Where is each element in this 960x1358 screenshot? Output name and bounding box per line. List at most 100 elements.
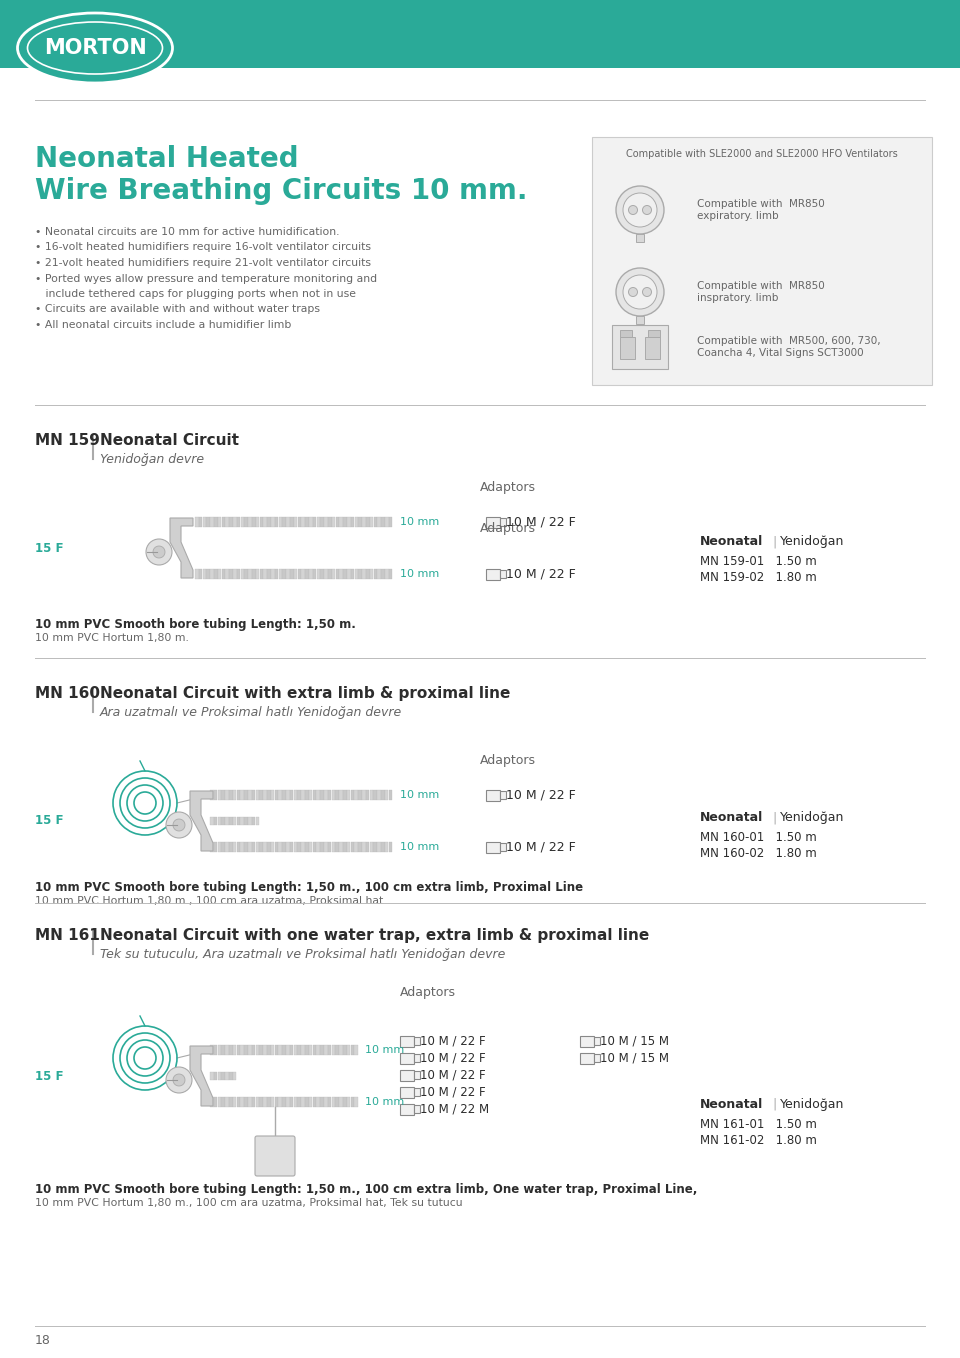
Bar xyxy=(350,790,354,800)
Bar xyxy=(259,517,263,527)
Bar xyxy=(321,1097,324,1107)
Bar xyxy=(0,0,960,68)
Text: Neonatal: Neonatal xyxy=(700,535,763,549)
Bar xyxy=(636,316,644,325)
Bar xyxy=(249,517,252,527)
Text: Adaptors: Adaptors xyxy=(480,481,536,494)
Bar xyxy=(241,517,244,527)
Bar xyxy=(233,842,236,851)
Bar xyxy=(233,1046,236,1055)
Bar xyxy=(237,569,240,579)
Bar xyxy=(203,569,206,579)
Bar xyxy=(294,1046,297,1055)
Bar xyxy=(206,517,210,527)
Circle shape xyxy=(616,268,664,316)
Circle shape xyxy=(642,205,652,215)
Bar xyxy=(339,842,343,851)
Bar xyxy=(236,842,240,851)
Text: • 16-volt heated humidifiers require 16-volt ventilator circuits: • 16-volt heated humidifiers require 16-… xyxy=(35,243,371,253)
Bar xyxy=(324,569,327,579)
Text: Neonatal Heated: Neonatal Heated xyxy=(35,145,299,172)
Bar xyxy=(400,1052,414,1063)
Text: • Ported wyes allow pressure and temperature monitoring and: • Ported wyes allow pressure and tempera… xyxy=(35,273,377,284)
Text: 10 M / 22 F: 10 M / 22 F xyxy=(506,568,576,580)
Bar xyxy=(377,842,381,851)
Bar xyxy=(226,517,228,527)
Bar xyxy=(275,1097,278,1107)
Bar xyxy=(252,790,255,800)
Bar xyxy=(362,569,366,579)
Text: MN 161-01   1.50 m: MN 161-01 1.50 m xyxy=(700,1118,817,1131)
Bar xyxy=(282,1046,286,1055)
Bar xyxy=(298,790,300,800)
Bar xyxy=(218,1046,221,1055)
Bar xyxy=(248,1046,252,1055)
Text: 10 mm PVC Hortum 1,80 m., 100 cm ara uzatma, Proksimal hat, Tek su tutucu: 10 mm PVC Hortum 1,80 m., 100 cm ara uza… xyxy=(35,1198,463,1209)
Bar xyxy=(358,517,362,527)
Bar xyxy=(385,790,388,800)
Bar xyxy=(343,790,347,800)
Bar xyxy=(347,1097,350,1107)
Circle shape xyxy=(173,1074,185,1086)
Bar xyxy=(206,569,210,579)
Bar xyxy=(592,137,932,386)
Bar xyxy=(255,517,259,527)
Bar xyxy=(275,569,278,579)
Bar xyxy=(321,790,324,800)
Bar xyxy=(324,1046,327,1055)
Bar xyxy=(354,569,358,579)
Bar xyxy=(263,790,267,800)
Bar xyxy=(385,842,388,851)
Bar xyxy=(358,790,362,800)
Bar xyxy=(259,790,263,800)
Bar xyxy=(381,569,385,579)
Bar xyxy=(389,790,392,800)
Text: 10 M / 22 F: 10 M / 22 F xyxy=(420,1051,486,1065)
Bar xyxy=(286,517,290,527)
Bar xyxy=(354,790,358,800)
Bar xyxy=(240,842,244,851)
Bar xyxy=(286,790,290,800)
Bar xyxy=(271,517,275,527)
Bar xyxy=(350,517,354,527)
Bar xyxy=(267,517,271,527)
Bar xyxy=(486,789,500,800)
Bar xyxy=(305,517,309,527)
Bar xyxy=(240,818,244,826)
Circle shape xyxy=(623,276,657,310)
Bar xyxy=(294,790,297,800)
Text: MN 160: MN 160 xyxy=(35,686,100,701)
Text: 10 mm PVC Smooth bore tubing Length: 1,50 m., 100 cm extra limb, Proximal Line: 10 mm PVC Smooth bore tubing Length: 1,5… xyxy=(35,881,583,894)
Bar xyxy=(226,842,228,851)
Bar xyxy=(290,517,294,527)
Bar xyxy=(210,790,213,800)
Bar xyxy=(210,842,213,851)
Bar xyxy=(290,790,294,800)
Bar xyxy=(214,790,217,800)
Bar xyxy=(278,790,282,800)
Bar xyxy=(305,1097,308,1107)
Bar xyxy=(335,1046,339,1055)
Bar xyxy=(327,842,331,851)
Bar xyxy=(350,1046,354,1055)
Text: Adaptors: Adaptors xyxy=(480,521,536,535)
Bar xyxy=(381,842,385,851)
Bar xyxy=(373,569,377,579)
Bar xyxy=(278,1097,282,1107)
Text: 10 M / 22 F: 10 M / 22 F xyxy=(420,1085,486,1099)
Bar xyxy=(271,842,275,851)
Bar xyxy=(298,517,301,527)
Bar xyxy=(594,1038,600,1044)
Bar xyxy=(275,1046,278,1055)
Bar xyxy=(414,1088,420,1096)
Bar xyxy=(199,569,203,579)
Bar xyxy=(233,517,236,527)
Bar xyxy=(343,842,347,851)
Text: include tethered caps for plugging ports when not in use: include tethered caps for plugging ports… xyxy=(35,289,356,299)
Bar xyxy=(226,1071,228,1080)
Text: 10 M / 15 M: 10 M / 15 M xyxy=(600,1035,669,1047)
Bar xyxy=(267,842,271,851)
Bar xyxy=(214,818,217,826)
Text: |: | xyxy=(772,1099,777,1111)
Bar xyxy=(278,842,282,851)
